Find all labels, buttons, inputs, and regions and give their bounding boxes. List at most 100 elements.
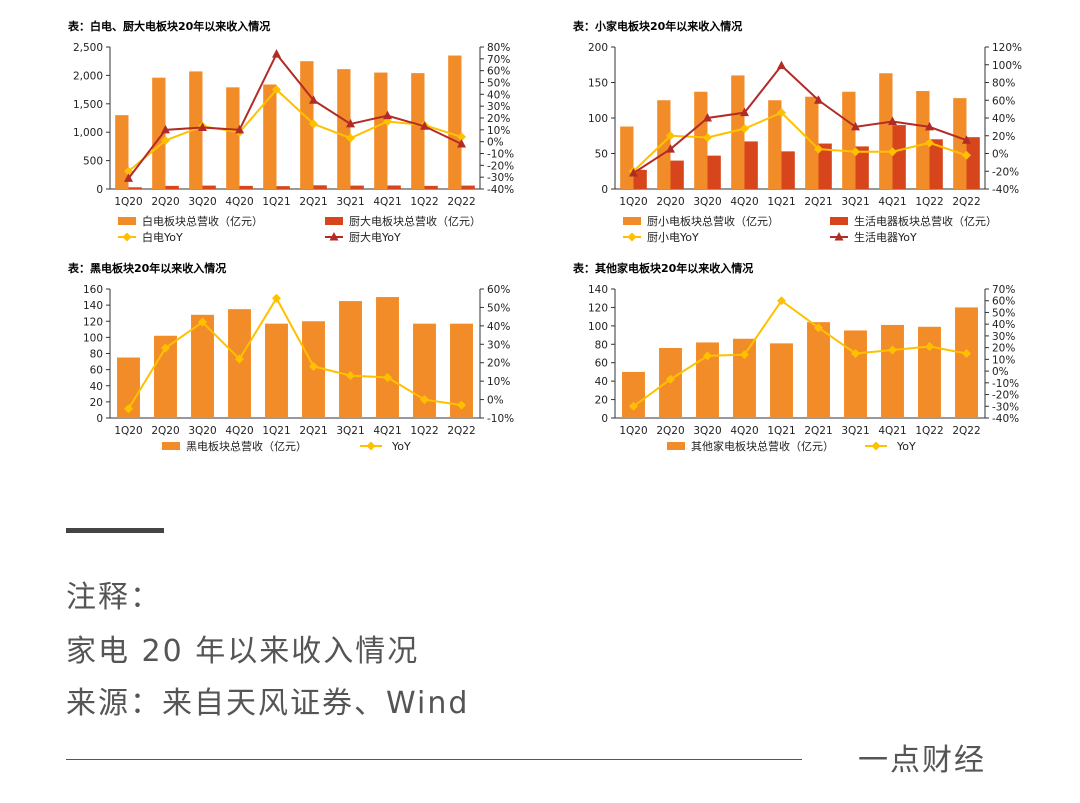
bar: [696, 342, 719, 418]
series-line: [127, 296, 462, 410]
bar: [770, 343, 793, 418]
line-point: [235, 354, 244, 364]
left-tick-label: 50: [595, 149, 608, 161]
bar: [350, 185, 364, 189]
x-tick-label: 1Q22: [915, 425, 943, 437]
bar: [374, 72, 388, 189]
bar: [191, 314, 214, 418]
legend-label: 生活电器YoY: [854, 230, 917, 244]
bar: [376, 297, 399, 418]
bar: [263, 84, 277, 189]
right-tick-label: 20%: [487, 358, 510, 370]
bar: [622, 371, 645, 418]
legend-marker: [329, 232, 339, 241]
legend-label: 黑电板块总营收（亿元）: [186, 439, 307, 453]
right-tick-label: -10%: [992, 378, 1019, 390]
x-tick-label: 2Q20: [151, 196, 179, 208]
bar: [807, 322, 830, 418]
bar: [620, 126, 634, 189]
right-tick-label: -30%: [992, 401, 1019, 413]
line-point: [703, 351, 712, 361]
left-tick-label: 0: [96, 413, 103, 425]
chart-title: 表：小家电板块20年以来收入情况: [572, 19, 742, 33]
bar: [768, 100, 782, 189]
left-tick-label: 60: [90, 365, 103, 377]
right-tick-label: 40%: [487, 321, 510, 333]
line-point: [777, 60, 786, 70]
chart-title: 表：其他家电板块20年以来收入情况: [572, 261, 753, 275]
x-tick-label: 2Q21: [299, 425, 327, 437]
x-tick-label: 3Q21: [841, 196, 869, 208]
left-tick-label: 120: [588, 302, 608, 314]
line-point: [777, 108, 786, 118]
notes-source: 来源：来自天风证券、Wind: [66, 686, 470, 721]
line-point: [124, 404, 133, 414]
bar: [855, 146, 869, 189]
left-tick-label: 40: [595, 376, 608, 388]
bar: [189, 71, 203, 189]
bar: [337, 69, 351, 189]
bar: [448, 55, 462, 189]
line-point: [346, 118, 355, 128]
x-tick-label: 1Q20: [114, 196, 142, 208]
bar: [152, 77, 166, 189]
series-line: [632, 299, 967, 408]
x-tick-label: 2Q21: [299, 196, 327, 208]
chart-xiaojiadian: 表：小家电板块20年以来收入情况 0 50 100 150 200 -40% -20% 0% 20…: [545, 14, 1045, 254]
left-tick-label: 60: [595, 358, 608, 370]
x-tick-label: 2Q20: [656, 425, 684, 437]
line-point: [198, 122, 207, 131]
chart-svg: 表：其他家电板块20年以来收入情况020406080100120140-40%-…: [572, 261, 1019, 453]
bar: [733, 338, 756, 418]
line-point: [925, 138, 934, 148]
right-tick-label: 40%: [992, 113, 1015, 125]
bar: [226, 87, 240, 189]
bar: [781, 151, 795, 189]
bar: [276, 186, 290, 189]
right-tick-label: 0%: [487, 137, 504, 149]
x-tick-label: 3Q21: [336, 425, 364, 437]
line-point: [703, 113, 712, 122]
line-point: [124, 166, 133, 176]
line-point: [383, 372, 392, 382]
bar: [413, 323, 436, 418]
x-tick-label: 4Q21: [373, 425, 401, 437]
x-tick-label: 4Q20: [225, 425, 253, 437]
left-tick-label: 0: [96, 184, 103, 196]
line-point: [888, 147, 897, 157]
line-point: [666, 144, 675, 153]
right-tick-label: 60%: [992, 95, 1015, 107]
right-tick-label: -20%: [992, 166, 1019, 178]
bar: [461, 185, 475, 189]
line-point: [703, 133, 712, 143]
bar: [657, 100, 671, 189]
right-tick-label: -10%: [487, 149, 514, 161]
right-tick-label: 20%: [992, 131, 1015, 143]
right-tick-label: 80%: [487, 42, 510, 54]
x-tick-label: 4Q21: [878, 196, 906, 208]
line-point: [925, 121, 934, 131]
left-tick-label: 0: [601, 413, 608, 425]
chart-baidian: 表：白电、厨大电板块20年以来收入情况 0 500 1,000 1,500 2,000 2,…: [40, 14, 540, 254]
x-tick-label: 2Q22: [447, 425, 475, 437]
legend-label: 厨大电YoY: [349, 230, 401, 244]
bar: [918, 326, 941, 418]
x-tick-label: 3Q21: [841, 425, 869, 437]
footer-rule: [66, 759, 802, 760]
line-point: [309, 119, 318, 129]
line-point: [161, 135, 170, 145]
bar: [892, 125, 906, 189]
right-tick-label: -30%: [487, 172, 514, 184]
line-point: [457, 400, 466, 410]
chart-svg: 表：小家电板块20年以来收入情况 0 50 100 150 200 -40% -20% 0% 20…: [572, 19, 1022, 244]
right-tick-label: 100%: [992, 60, 1022, 72]
bar: [239, 185, 253, 189]
x-tick-label: 3Q20: [188, 196, 216, 208]
legend-label: 生活电器板块总营收（亿元）: [854, 214, 997, 228]
legend-label: 厨小电YoY: [647, 231, 699, 244]
x-tick-label: 2Q22: [952, 425, 980, 437]
legend-swatch: [623, 217, 641, 225]
right-tick-label: -40%: [992, 413, 1019, 425]
right-tick-label: -40%: [992, 184, 1019, 196]
x-tick-label: 4Q20: [730, 425, 758, 437]
